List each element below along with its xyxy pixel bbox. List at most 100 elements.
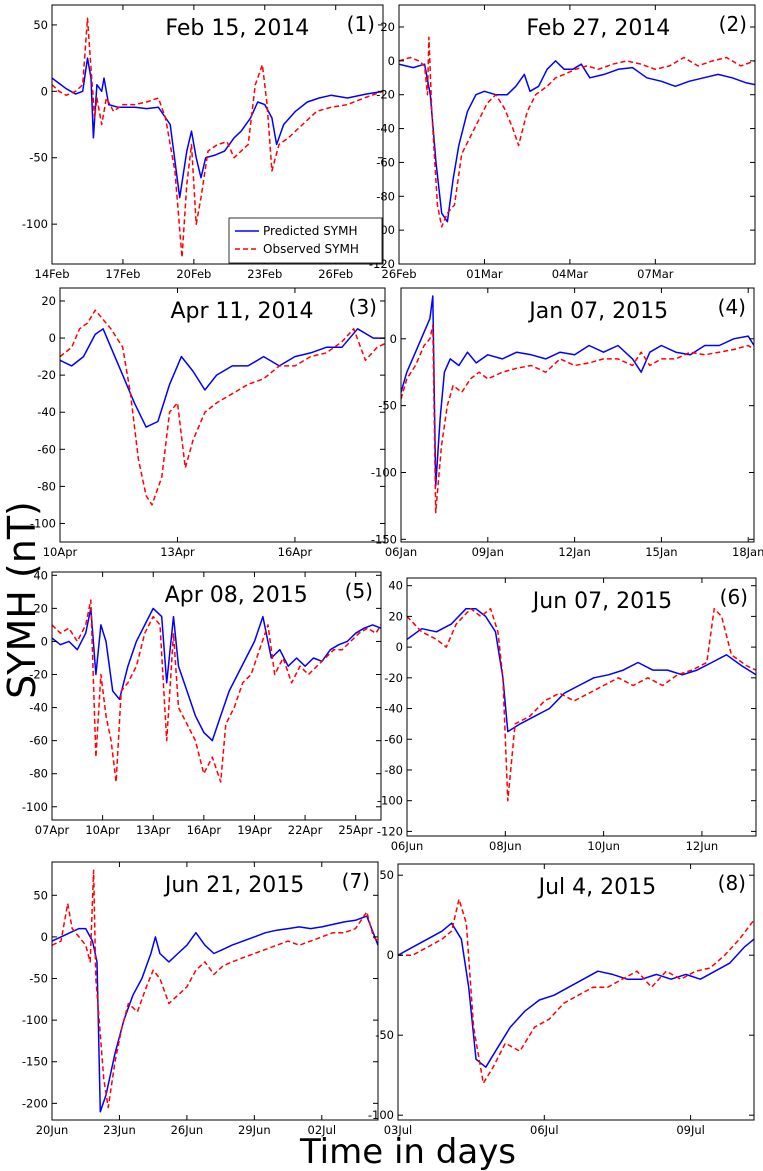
panel-number: (4) bbox=[718, 295, 746, 319]
predicted-line bbox=[398, 922, 754, 1068]
observed-line bbox=[401, 324, 754, 514]
y-tick-label: -100 bbox=[22, 800, 48, 814]
panel-7: 20Jun 23Jun 26Jun 29Jun 02Jul 50 0 -50 -100 -150 -… bbox=[22, 861, 379, 1137]
x-tick-label: 10Apr bbox=[85, 823, 120, 837]
y-tick-label: -100 bbox=[30, 516, 56, 530]
y-tick-label: -60 bbox=[384, 732, 403, 746]
panel-number: (1) bbox=[347, 12, 375, 36]
legend-entry: Predicted SYMH bbox=[263, 224, 357, 238]
x-tick-label: 09Jan bbox=[472, 545, 504, 559]
x-tick-label: 26Jun bbox=[171, 1123, 204, 1137]
predicted-line bbox=[407, 607, 756, 733]
observed-line bbox=[60, 309, 385, 506]
predicted-line bbox=[60, 328, 385, 428]
y-tick-label: -60 bbox=[376, 155, 395, 169]
axis-frame bbox=[51, 4, 384, 265]
y-tick-label: -80 bbox=[384, 763, 403, 777]
x-tick-label: 10Apr bbox=[43, 545, 78, 559]
y-tick-label: -50 bbox=[375, 1028, 394, 1042]
observed-line bbox=[407, 607, 756, 802]
y-tick-label: 20 bbox=[388, 609, 403, 623]
panel-title: Jun 07, 2015 bbox=[531, 589, 672, 614]
y-tick-label: 0 bbox=[41, 930, 48, 944]
y-tick-label: 0 bbox=[390, 332, 397, 346]
y-tick-label: 20 bbox=[33, 601, 48, 615]
panel-number: (8) bbox=[718, 871, 746, 895]
x-tick-label: 04Mar bbox=[552, 267, 589, 281]
panel-title: Jan 07, 2015 bbox=[527, 299, 668, 324]
predicted-line bbox=[399, 60, 755, 223]
predicted-line bbox=[52, 915, 378, 1113]
y-tick-label: 0 bbox=[41, 634, 48, 648]
x-tick-label: 16Apr bbox=[278, 545, 313, 559]
x-tick-label: 06Jul bbox=[530, 1123, 559, 1137]
panel-number: (2) bbox=[719, 12, 747, 36]
y-tick-label: -100 bbox=[22, 1013, 48, 1027]
x-tick-label: 18Jan bbox=[732, 545, 763, 559]
y-tick-label: -100 bbox=[377, 794, 403, 808]
axis-frame bbox=[59, 287, 386, 543]
y-tick-label: -40 bbox=[37, 405, 56, 419]
y-tick-label: -100 bbox=[22, 217, 48, 231]
panel-5: 07Apr 10Apr 13Apr 16Apr 19Apr 22Apr 25Apr 40 20 0… bbox=[22, 568, 382, 837]
x-tick-label: 20Jun bbox=[36, 1123, 69, 1137]
x-tick-label: 14Feb bbox=[35, 267, 70, 281]
panel-title: Jun 21, 2015 bbox=[163, 873, 304, 898]
x-tick-label: 22Apr bbox=[288, 823, 323, 837]
y-tick-label: -100 bbox=[368, 1108, 394, 1122]
y-tick-label: -40 bbox=[384, 702, 403, 716]
panel-number: (5) bbox=[345, 579, 373, 603]
x-tick-label: 08Jun bbox=[489, 839, 522, 853]
x-tick-label: 10Jun bbox=[587, 839, 620, 853]
y-tick-label: 0 bbox=[396, 640, 403, 654]
y-tick-label: -40 bbox=[376, 122, 395, 136]
x-tick-label: 20Feb bbox=[176, 267, 211, 281]
y-tick-label: -120 bbox=[377, 824, 403, 838]
y-tick-label: 40 bbox=[388, 579, 403, 593]
axis-frame bbox=[397, 863, 755, 1121]
observed-line bbox=[398, 898, 754, 1084]
x-tick-label: 07Mar bbox=[637, 267, 674, 281]
x-tick-label: 02Jul bbox=[308, 1123, 337, 1137]
panel-title: Apr 11, 2014 bbox=[170, 299, 313, 324]
x-tick-label: 23Feb bbox=[247, 267, 282, 281]
x-tick-label: 06Jun bbox=[391, 839, 424, 853]
x-tick-label: 25Apr bbox=[338, 823, 373, 837]
x-tick-label: 29Jun bbox=[238, 1123, 271, 1137]
panel-title: Feb 15, 2014 bbox=[165, 16, 309, 41]
observed-line bbox=[52, 599, 381, 783]
x-tick-label: 19Apr bbox=[237, 823, 272, 837]
x-tick-label: 26Feb bbox=[382, 267, 417, 281]
x-tick-label: 13Apr bbox=[136, 823, 171, 837]
panel-3: 10Apr 13Apr 16Apr 20 0 -20 -40 -60 -80 -100 Apr 11… bbox=[30, 287, 386, 559]
y-tick-label: 50 bbox=[33, 18, 48, 32]
y-tick-label: -50 bbox=[29, 972, 48, 986]
panel-4: 06Jan 09Jan 12Jan 15Jan 18Jan 0 -50 -100 -150 Jan… bbox=[371, 287, 763, 559]
y-tick-label: -20 bbox=[37, 368, 56, 382]
y-tick-label: 0 bbox=[387, 948, 394, 962]
x-tick-label: 03Jul bbox=[384, 1123, 413, 1137]
x-tick-label: 23Jun bbox=[103, 1123, 136, 1137]
x-tick-label: 09Jul bbox=[676, 1123, 705, 1137]
panel-title: Apr 08, 2015 bbox=[165, 583, 308, 608]
axis-frame bbox=[51, 571, 382, 821]
panel-2: 26Feb01Mar04Mar07Mar200-20-40-60-80-100-… bbox=[369, 4, 756, 281]
x-tick-label: 01Mar bbox=[466, 267, 503, 281]
y-tick-label: -80 bbox=[37, 479, 56, 493]
y-tick-label: -100 bbox=[371, 465, 397, 479]
x-tick-label: 07Apr bbox=[35, 823, 70, 837]
observed-line bbox=[52, 869, 378, 1109]
y-tick-label: 50 bbox=[33, 888, 48, 902]
y-tick-label: 0 bbox=[41, 84, 48, 98]
figure-ylabel: SYMH (nT) bbox=[0, 501, 44, 699]
y-tick-label: -60 bbox=[37, 442, 56, 456]
legend-entry: Observed SYMH bbox=[263, 242, 359, 256]
x-tick-label: 26Feb bbox=[318, 267, 353, 281]
panel-6: 06Jun 08Jun 10Jun 12Jun 40 20 0 -20 -40 -60 -80 -10… bbox=[377, 577, 757, 853]
x-tick-label: 17Feb bbox=[105, 267, 140, 281]
y-tick-label: 0 bbox=[388, 54, 395, 68]
predicted-line bbox=[401, 295, 754, 487]
legend: Predicted SYMH Observed SYMH bbox=[228, 217, 383, 264]
panel-title: Jul 4, 2015 bbox=[537, 875, 657, 900]
panel-8: 03Jul 06Jul 09Jul 50 0 -50 -100 Jul 4, 2015 (8) bbox=[368, 863, 755, 1137]
